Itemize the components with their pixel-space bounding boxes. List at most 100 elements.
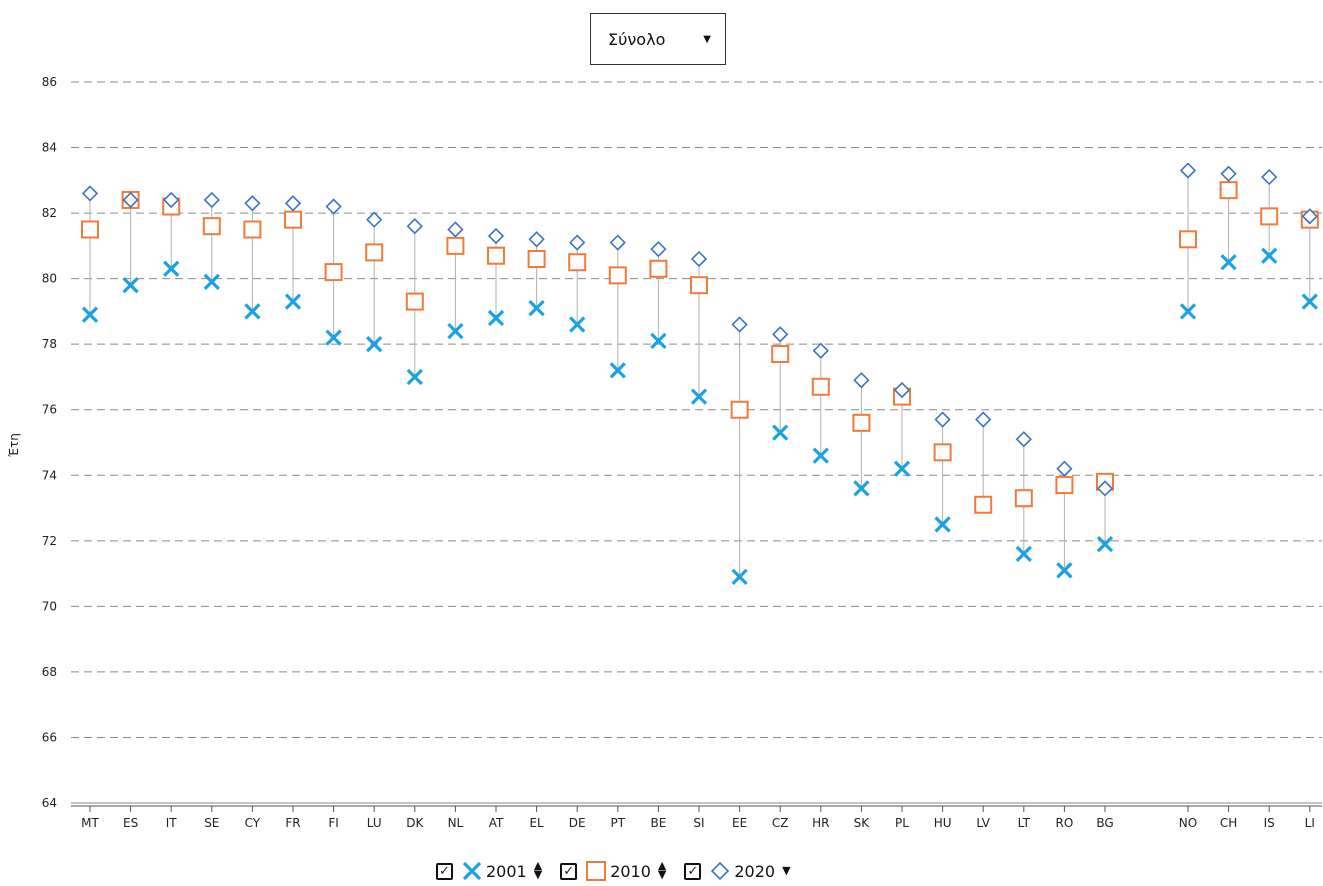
y-tick-label: 72 (42, 534, 57, 548)
x-marker-icon (462, 861, 482, 881)
checkbox-checked-icon[interactable]: ✓ (436, 862, 453, 880)
sort-updown-icon[interactable]: ▲ ▼ (533, 859, 543, 881)
marker-2001 (650, 332, 667, 350)
y-tick-label: 66 (42, 730, 57, 744)
marker-2020 (325, 198, 342, 215)
marker-2001 (1056, 562, 1073, 579)
caret-down-icon: ▼ (703, 33, 711, 45)
marker-2020 (1301, 208, 1318, 225)
legend-label: 2001 (486, 861, 527, 881)
marker-2020 (1179, 162, 1197, 179)
marker-2010 (1014, 489, 1033, 508)
x-tick-label: RO (1056, 816, 1074, 830)
marker-2001 (244, 303, 261, 320)
marker-layer (81, 162, 1319, 585)
x-tick-label: DE (569, 816, 586, 830)
marker-2020 (609, 234, 626, 251)
sort-updown-icon[interactable]: ▲ ▼ (657, 859, 667, 881)
marker-2001 (81, 306, 99, 323)
marker-2020 (1220, 165, 1237, 182)
marker-2001 (893, 460, 911, 477)
x-tick-label: FI (328, 816, 338, 830)
marker-2010 (568, 253, 587, 272)
marker-2001 (284, 293, 302, 310)
marker-2020 (893, 381, 911, 399)
x-tick-label: IT (166, 816, 178, 830)
marker-2001 (853, 480, 870, 497)
legend-label: 2010 (610, 861, 651, 881)
legend-item-2020[interactable]: ✓ 2020 ▼ (684, 860, 791, 882)
square-marker-icon (586, 861, 607, 881)
marker-2020 (406, 218, 423, 235)
marker-2010 (811, 377, 830, 396)
legend-item-2010[interactable]: ✓ 2010 ▲ ▼ (560, 860, 666, 882)
x-tick-label: SI (693, 816, 704, 830)
grid-layer (71, 81, 1322, 804)
legend-item-2001[interactable]: ✓ 2001 ▲ ▼ (436, 860, 542, 882)
marker-2001 (447, 322, 464, 340)
marker-2020 (163, 191, 180, 209)
x-tick-label: IS (1264, 816, 1275, 830)
marker-2001 (122, 277, 139, 294)
marker-2010 (608, 266, 627, 285)
marker-2001 (1220, 254, 1237, 271)
x-tick-label: HR (812, 816, 829, 830)
y-tick-label: 86 (42, 75, 57, 89)
marker-2010 (527, 249, 546, 268)
marker-2020 (934, 411, 951, 428)
y-tick-label: 70 (42, 599, 57, 613)
x-tick-label: DK (406, 816, 424, 830)
x-tick-label: PL (895, 816, 909, 830)
marker-2010 (852, 413, 871, 432)
chart-legend: ✓ 2001 ▲ ▼ ✓ 2010 ▲ ▼ ✓ 2020 ▼ (436, 856, 809, 886)
marker-2020 (81, 185, 99, 202)
marker-2001 (1015, 545, 1032, 563)
marker-2020 (812, 342, 829, 359)
marker-2010 (1219, 181, 1238, 200)
marker-2001 (163, 260, 180, 277)
marker-2020 (569, 234, 586, 251)
marker-2010 (243, 220, 262, 239)
marker-2001 (487, 309, 505, 327)
axis-layer: 64 66 68 70 72 74 76 78 80 82 84 86 MT ES IT SE CY FR FI LU… (42, 75, 1322, 830)
x-tick-label: ES (123, 816, 138, 830)
marker-2010 (1260, 207, 1279, 226)
marker-2020 (1096, 480, 1114, 497)
dropdown-selected-value: Σύνολο (608, 29, 666, 49)
x-tick-label: HU (934, 816, 952, 830)
marker-2010 (365, 243, 384, 262)
marker-2001 (569, 316, 586, 333)
marker-2010 (81, 220, 99, 239)
x-tick-label: NO (1179, 816, 1197, 830)
marker-2001 (1179, 303, 1197, 320)
y-tick-label: 74 (42, 468, 57, 482)
x-tick-label: BG (1096, 816, 1113, 830)
marker-2020 (366, 211, 383, 228)
marker-2020 (122, 191, 139, 209)
y-tick-label: 78 (42, 337, 57, 351)
x-tick-label: LU (367, 816, 382, 830)
marker-2020 (528, 231, 545, 248)
marker-2001 (772, 424, 789, 441)
x-tick-label: SK (854, 816, 871, 830)
marker-2020 (1056, 460, 1073, 477)
marker-2010 (974, 495, 993, 514)
x-tick-label: EE (732, 816, 747, 830)
marker-2001 (934, 516, 951, 533)
marker-2010 (933, 443, 952, 462)
marker-2010 (1179, 230, 1197, 249)
marker-2010 (1055, 476, 1074, 495)
marker-2020 (1015, 431, 1032, 448)
marker-2020 (244, 195, 261, 212)
checkbox-checked-icon[interactable]: ✓ (560, 862, 578, 880)
x-tick-label: CZ (772, 816, 789, 830)
category-dropdown[interactable]: Σύνολο ▼ (590, 13, 726, 65)
marker-2001 (406, 368, 423, 386)
marker-2020 (1261, 168, 1278, 186)
marker-2001 (609, 362, 626, 379)
sort-down-icon[interactable]: ▼ (782, 863, 791, 877)
y-tick-label: 84 (42, 141, 57, 155)
x-tick-label: LI (1305, 816, 1315, 830)
y-tick-label: 80 (42, 272, 57, 286)
checkbox-checked-icon[interactable]: ✓ (684, 862, 702, 880)
